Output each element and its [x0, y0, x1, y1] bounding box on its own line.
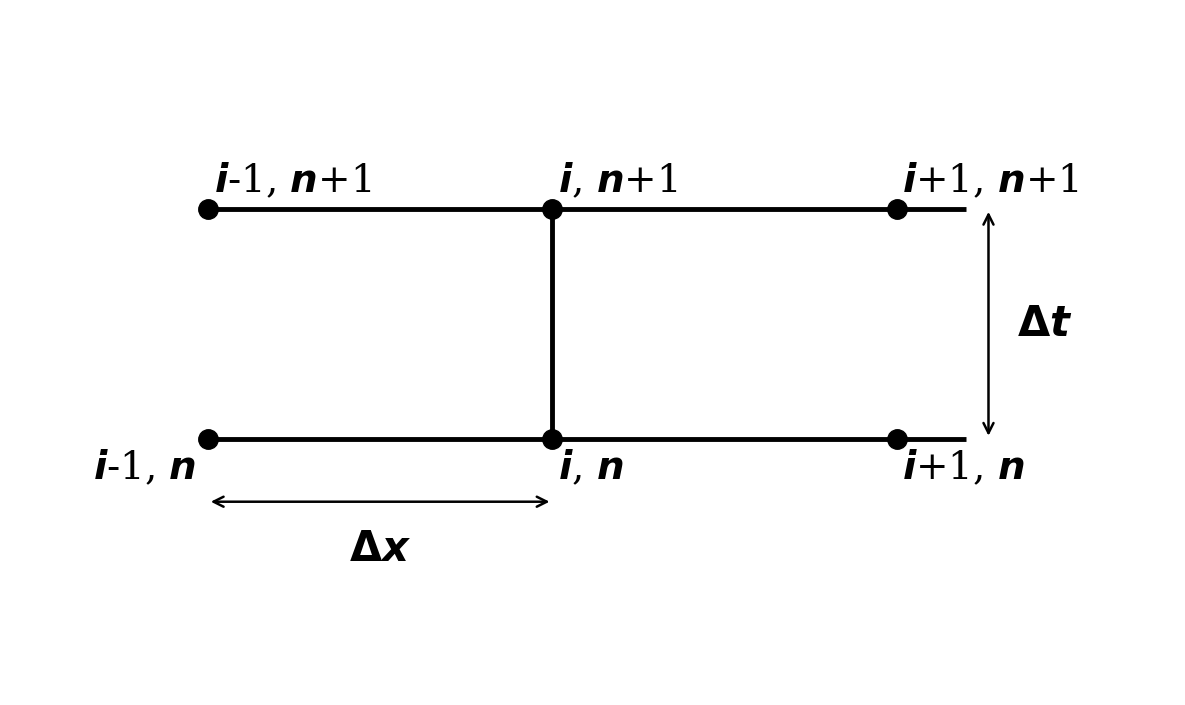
Text: $\bfit{i}$+1, $\bfit{n}$: $\bfit{i}$+1, $\bfit{n}$ [903, 448, 1025, 487]
Text: $\bfit{i}$, $\bfit{n}$+1: $\bfit{i}$, $\bfit{n}$+1 [558, 161, 678, 200]
Text: $\bfit{i}$+1, $\bfit{n}$+1: $\bfit{i}$+1, $\bfit{n}$+1 [903, 161, 1080, 200]
Text: $\bfit{i}$-1, $\bfit{n}$+1: $\bfit{i}$-1, $\bfit{n}$+1 [213, 161, 371, 200]
Text: $\mathbf{\Delta}\bfit{x}$: $\mathbf{\Delta}\bfit{x}$ [350, 528, 411, 570]
Text: $\mathbf{\Delta}\bfit{t}$: $\mathbf{\Delta}\bfit{t}$ [1017, 303, 1072, 345]
Text: $\bfit{i}$-1, $\bfit{n}$: $\bfit{i}$-1, $\bfit{n}$ [94, 448, 197, 487]
Text: $\bfit{i}$, $\bfit{n}$: $\bfit{i}$, $\bfit{n}$ [558, 448, 623, 487]
